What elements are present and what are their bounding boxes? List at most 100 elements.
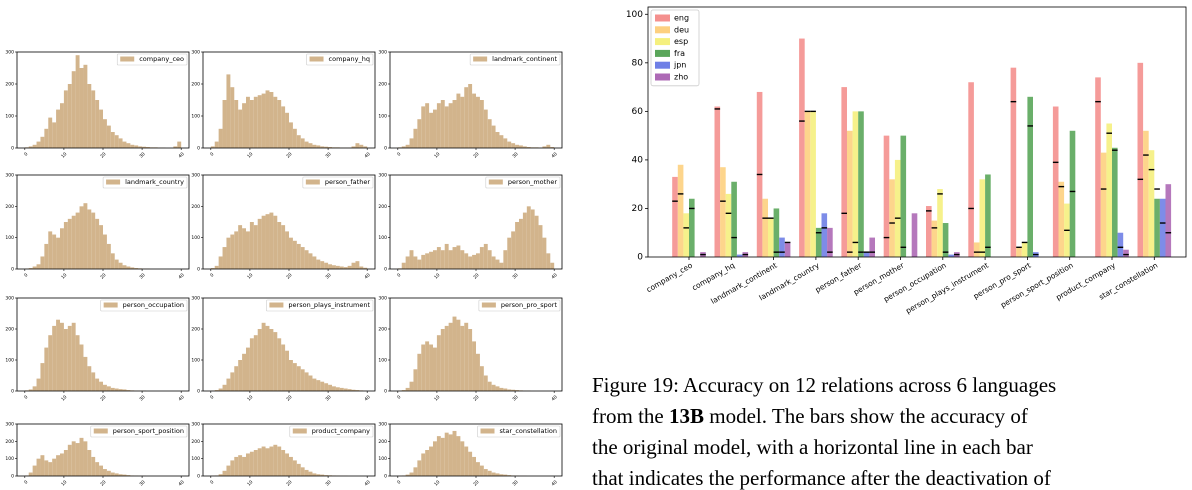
histogram-bar bbox=[218, 256, 223, 269]
x-tick-label: 0 bbox=[396, 479, 402, 485]
histogram-bar bbox=[292, 240, 297, 269]
histogram-bar bbox=[257, 218, 262, 269]
histogram-bar bbox=[122, 265, 127, 269]
histogram-bar bbox=[515, 144, 519, 148]
histogram-bar bbox=[242, 353, 246, 391]
histogram-bar bbox=[550, 262, 555, 269]
histogram-bar bbox=[526, 206, 531, 269]
histogram-bar bbox=[440, 329, 445, 391]
histogram-bar bbox=[103, 119, 107, 148]
histogram-bar bbox=[530, 209, 535, 269]
legend-box bbox=[469, 53, 561, 66]
histogram-bar bbox=[218, 474, 223, 476]
bar bbox=[863, 252, 870, 257]
histogram-bar bbox=[316, 145, 321, 148]
histogram-bar bbox=[63, 90, 68, 148]
histogram-bar bbox=[234, 456, 239, 476]
histogram-bar bbox=[28, 146, 33, 148]
legend-label: person_sport_position bbox=[113, 427, 184, 435]
bar bbox=[689, 198, 695, 257]
y-tick-label: 40 bbox=[632, 155, 644, 165]
bar bbox=[841, 87, 847, 258]
histogram-bar bbox=[429, 112, 433, 148]
legend-box bbox=[100, 299, 188, 312]
histogram-bar bbox=[99, 381, 103, 391]
bar bbox=[731, 181, 737, 257]
histogram-bar bbox=[48, 335, 53, 391]
histogram-bar bbox=[130, 144, 135, 148]
y-tick-label: 300 bbox=[5, 50, 14, 56]
histogram-bar bbox=[257, 329, 262, 391]
histogram-bar bbox=[491, 384, 496, 391]
x-tick-label: 30 bbox=[138, 151, 146, 159]
histogram-bar bbox=[359, 144, 364, 148]
bar bbox=[926, 206, 932, 257]
histogram-bar bbox=[273, 96, 278, 148]
histogram-bar bbox=[499, 474, 504, 476]
x-tick-label: 40 bbox=[550, 479, 558, 487]
histogram-bar bbox=[269, 212, 274, 269]
histogram-bar bbox=[40, 363, 45, 391]
y-tick-label: 100 bbox=[191, 456, 200, 462]
histogram-bar bbox=[425, 253, 430, 269]
histogram-bar bbox=[452, 430, 457, 476]
histogram-bar bbox=[405, 474, 410, 476]
histogram-bar bbox=[546, 144, 551, 148]
bar bbox=[815, 227, 822, 257]
y-tick-label: 0 bbox=[384, 474, 387, 480]
histogram-bar bbox=[79, 344, 84, 391]
x-tick-label: 40 bbox=[550, 151, 558, 159]
histogram-bar bbox=[32, 386, 37, 391]
histogram-bar bbox=[95, 218, 100, 269]
x-tick-label: 10 bbox=[433, 394, 441, 402]
bar bbox=[804, 111, 811, 258]
legend-swatch bbox=[488, 179, 503, 185]
histogram-bar bbox=[265, 448, 270, 476]
histogram-bar bbox=[503, 138, 508, 148]
histogram-bar bbox=[67, 84, 72, 148]
histogram-bar bbox=[472, 254, 476, 269]
x-tick-label: 30 bbox=[511, 394, 519, 402]
histogram-bar bbox=[285, 231, 289, 269]
bar bbox=[773, 208, 780, 257]
y-tick-label: 60 bbox=[632, 107, 644, 117]
histogram-bar bbox=[312, 473, 317, 476]
histogram-bar bbox=[507, 141, 512, 148]
legend-label: company_ceo bbox=[139, 55, 184, 63]
x-tick-label: 20 bbox=[99, 151, 107, 159]
histogram-bar bbox=[511, 231, 516, 269]
legend-swatch bbox=[655, 26, 670, 34]
histogram-bar bbox=[99, 225, 103, 269]
legend-label: person_father bbox=[325, 178, 370, 186]
histogram-bar bbox=[413, 256, 418, 269]
histogram-bar bbox=[60, 453, 64, 476]
caption-text: 13B bbox=[669, 404, 704, 428]
histogram-bar bbox=[75, 443, 80, 476]
histogram-bar bbox=[63, 329, 68, 391]
histogram-bar bbox=[52, 458, 57, 476]
histogram-bar bbox=[44, 243, 49, 269]
histogram-bar bbox=[146, 147, 150, 148]
x-tick-label: 40 bbox=[177, 479, 185, 487]
y-tick-label: 100 bbox=[191, 358, 200, 364]
bar bbox=[937, 189, 943, 257]
histogram-bar bbox=[515, 222, 519, 269]
histogram-bar bbox=[448, 322, 453, 391]
histogram-bar bbox=[483, 469, 488, 476]
histogram-bar bbox=[265, 90, 270, 148]
histogram-bar bbox=[296, 366, 301, 391]
histogram-bar bbox=[110, 472, 115, 476]
histogram-bar bbox=[363, 146, 368, 148]
histogram-bar bbox=[522, 212, 527, 269]
legend-label: zho bbox=[674, 73, 688, 82]
histogram-bar bbox=[242, 103, 246, 148]
histogram-bar bbox=[60, 103, 64, 148]
y-tick-label: 100 bbox=[378, 114, 387, 120]
x-tick-label: 40 bbox=[363, 479, 371, 487]
caption-line: the original model, with a horizontal li… bbox=[592, 435, 1033, 459]
x-tick-label: person_plays_instrument bbox=[904, 261, 990, 316]
histogram-bar bbox=[226, 378, 231, 391]
legend-swatch bbox=[655, 38, 670, 46]
histogram-bar bbox=[487, 470, 492, 476]
x-tick-label: 40 bbox=[363, 394, 371, 402]
